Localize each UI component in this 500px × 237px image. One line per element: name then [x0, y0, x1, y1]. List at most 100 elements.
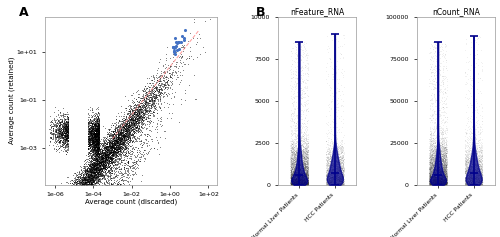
Point [150, 96, 158, 100]
Point [88, 219, 96, 223]
Point [478, 64, 486, 68]
Point [430, 73, 438, 77]
Point [296, 145, 304, 149]
Point [97, 147, 105, 150]
Point [432, 180, 440, 184]
Point [436, 63, 444, 67]
Point [434, 181, 442, 185]
Point [426, 181, 434, 184]
Point [141, 115, 149, 119]
Point [294, 173, 302, 177]
Point [435, 142, 443, 146]
Point [297, 171, 305, 175]
Point [336, 175, 344, 179]
Point [472, 177, 480, 180]
Point [330, 152, 338, 155]
Point [296, 183, 304, 187]
Point [52, 219, 60, 223]
Point [288, 178, 296, 182]
Point [68, 199, 76, 203]
Point [302, 169, 310, 173]
Point [476, 179, 484, 183]
Point [300, 146, 308, 150]
Point [94, 110, 102, 114]
Point [328, 165, 336, 169]
Point [430, 176, 438, 180]
Point [327, 182, 335, 185]
Point [290, 158, 298, 161]
Point [426, 159, 434, 162]
Point [292, 183, 300, 187]
Point [322, 158, 330, 162]
Point [440, 165, 448, 169]
Point [298, 178, 306, 182]
Point [432, 182, 440, 186]
Point [47, 125, 55, 129]
Point [438, 178, 446, 182]
Point [438, 177, 446, 181]
Point [94, 147, 102, 151]
Point [322, 158, 330, 162]
Point [436, 164, 444, 168]
Point [434, 177, 442, 181]
Point [290, 170, 298, 173]
Point [430, 182, 438, 186]
Point [94, 155, 102, 159]
Point [287, 178, 295, 181]
Point [95, 127, 103, 131]
Point [136, 121, 144, 124]
Point [340, 167, 347, 171]
Point [328, 169, 336, 173]
Point [86, 134, 94, 138]
Point [304, 141, 312, 145]
Point [292, 174, 300, 178]
Point [111, 161, 119, 164]
Point [328, 162, 336, 166]
Point [122, 129, 130, 133]
Point [286, 170, 294, 173]
Point [70, 187, 78, 190]
Point [139, 112, 147, 115]
Point [50, 212, 58, 216]
Point [97, 177, 105, 181]
Point [94, 131, 102, 134]
Point [334, 146, 342, 149]
Point [334, 168, 342, 172]
Point [478, 146, 486, 149]
Point [433, 172, 441, 176]
Point [442, 180, 450, 184]
Point [462, 178, 469, 182]
Point [292, 170, 300, 174]
Point [466, 166, 474, 170]
Point [61, 133, 69, 137]
Point [299, 158, 307, 162]
Point [287, 155, 295, 159]
Point [289, 147, 297, 151]
Point [88, 181, 96, 185]
Point [64, 206, 72, 210]
Point [299, 72, 307, 75]
Point [290, 158, 298, 162]
Point [138, 136, 146, 140]
Point [473, 48, 481, 52]
Point [95, 149, 103, 153]
Point [288, 153, 296, 156]
Point [294, 155, 302, 159]
Point [69, 201, 77, 205]
Point [436, 163, 444, 167]
Point [114, 131, 122, 134]
Point [474, 177, 482, 181]
Point [327, 160, 335, 164]
Point [120, 140, 128, 144]
Point [339, 181, 347, 184]
Point [287, 174, 295, 178]
Point [86, 236, 94, 237]
Point [436, 157, 444, 160]
Point [96, 173, 104, 177]
Point [434, 177, 442, 181]
Point [60, 137, 68, 141]
Point [60, 131, 68, 135]
Point [336, 178, 344, 182]
Point [338, 156, 346, 160]
Point [110, 143, 118, 147]
